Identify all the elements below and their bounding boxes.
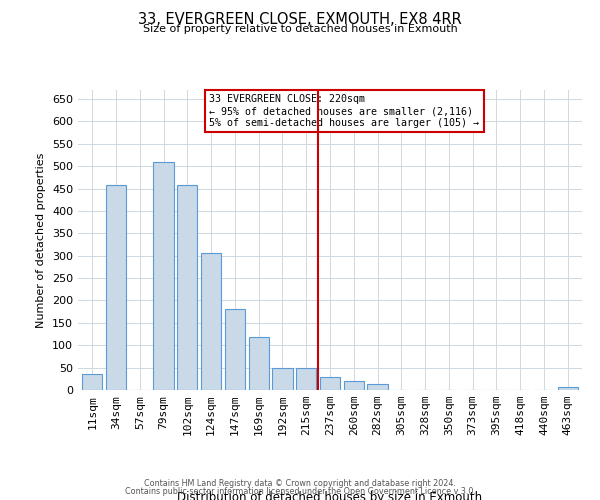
Bar [272,368,293,390]
Y-axis label: Number of detached properties: Number of detached properties [37,152,46,328]
Bar [201,254,221,390]
Bar [82,374,103,390]
Bar [177,185,197,390]
Text: 33, EVERGREEN CLOSE, EXMOUTH, EX8 4RR: 33, EVERGREEN CLOSE, EXMOUTH, EX8 4RR [138,12,462,28]
Bar [296,368,316,390]
Text: Contains HM Land Registry data © Crown copyright and database right 2024.: Contains HM Land Registry data © Crown c… [144,478,456,488]
Bar [106,185,126,390]
Bar [557,387,578,390]
Bar [344,380,364,390]
Bar [248,337,269,390]
Bar [367,384,388,390]
Text: 33 EVERGREEN CLOSE: 220sqm
← 95% of detached houses are smaller (2,116)
5% of se: 33 EVERGREEN CLOSE: 220sqm ← 95% of deta… [209,94,479,128]
Text: Contains public sector information licensed under the Open Government Licence v : Contains public sector information licen… [125,487,475,496]
Bar [154,162,173,390]
Bar [320,377,340,390]
X-axis label: Distribution of detached houses by size in Exmouth: Distribution of detached houses by size … [178,491,482,500]
Text: Size of property relative to detached houses in Exmouth: Size of property relative to detached ho… [143,24,457,34]
Bar [225,309,245,390]
